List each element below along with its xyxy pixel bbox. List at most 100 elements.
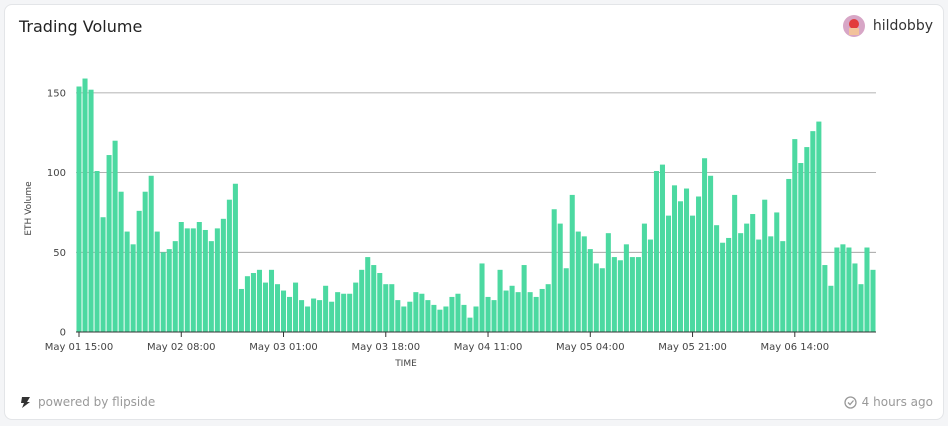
bar xyxy=(684,188,690,332)
bar xyxy=(383,284,389,332)
y-tick-label: 50 xyxy=(53,248,66,259)
updated-text: 4 hours ago xyxy=(861,395,933,409)
bar xyxy=(581,236,587,332)
bar xyxy=(816,121,822,332)
x-tick-label: May 03 01:00 xyxy=(249,342,318,353)
bar xyxy=(160,252,166,332)
chart-title: Trading Volume xyxy=(19,17,143,36)
bar xyxy=(521,265,527,332)
x-tick-label: May 05 04:00 xyxy=(556,342,625,353)
bar xyxy=(178,222,184,332)
bar xyxy=(822,265,828,332)
bar xyxy=(702,158,708,332)
user-name: hildobby xyxy=(872,18,933,34)
bar xyxy=(226,199,232,332)
bar xyxy=(220,218,226,332)
bar xyxy=(377,273,383,332)
bar xyxy=(563,268,569,332)
bar xyxy=(611,257,617,332)
bar xyxy=(599,268,605,332)
bar xyxy=(846,247,852,332)
x-tick-label: May 02 08:00 xyxy=(147,342,216,353)
bar xyxy=(780,241,786,332)
bar xyxy=(798,163,804,332)
bar xyxy=(449,296,455,332)
bar xyxy=(473,306,479,332)
bar xyxy=(425,300,431,332)
bar xyxy=(852,263,858,332)
bar xyxy=(88,89,94,332)
bar xyxy=(593,263,599,332)
bar xyxy=(533,296,539,332)
bar xyxy=(605,233,611,332)
bar xyxy=(154,231,160,332)
bar xyxy=(870,269,876,332)
bar xyxy=(365,257,371,332)
x-tick-label: May 04 11:00 xyxy=(454,342,523,353)
bar xyxy=(828,285,834,332)
avatar xyxy=(842,15,865,37)
bar xyxy=(641,223,647,332)
bar xyxy=(305,306,311,332)
bar xyxy=(250,273,256,332)
bar xyxy=(696,196,702,332)
x-axis-title: TIME xyxy=(394,359,417,369)
bar xyxy=(293,282,299,332)
bar xyxy=(208,241,214,332)
bar xyxy=(714,225,720,332)
bar xyxy=(786,178,792,332)
bar xyxy=(323,285,329,332)
bar xyxy=(437,309,443,332)
bar xyxy=(539,288,545,332)
bar xyxy=(834,247,840,332)
bar xyxy=(864,247,870,332)
bar xyxy=(744,223,750,332)
clock-icon xyxy=(844,395,857,409)
bar xyxy=(341,293,347,332)
bar xyxy=(142,191,148,332)
bar xyxy=(262,282,268,332)
bar xyxy=(804,147,810,332)
y-tick-label: 100 xyxy=(47,168,66,179)
user[interactable]: hildobby xyxy=(842,15,933,37)
bar xyxy=(389,284,395,332)
bar xyxy=(509,285,515,332)
bar xyxy=(347,293,353,332)
bar xyxy=(659,164,665,332)
card: Trading Volume hildobby 0 50 100 150 May 01 … xyxy=(4,4,944,420)
powered-by[interactable]: powered by flipside xyxy=(19,395,155,409)
bar xyxy=(395,300,401,332)
bar xyxy=(503,290,509,332)
bar xyxy=(497,269,503,332)
bar xyxy=(112,140,118,332)
bar xyxy=(738,233,744,332)
bar xyxy=(677,201,684,332)
bar xyxy=(299,300,305,332)
bar xyxy=(82,78,88,332)
bar xyxy=(671,185,678,332)
bar xyxy=(329,301,335,332)
bar xyxy=(335,292,341,332)
bar xyxy=(768,236,774,332)
bar xyxy=(647,239,653,332)
y-tick-label: 0 xyxy=(60,328,66,339)
bar xyxy=(274,284,281,332)
bar xyxy=(623,244,629,332)
bar xyxy=(750,214,756,332)
bar xyxy=(515,292,521,332)
bar xyxy=(190,228,196,332)
bar xyxy=(792,139,798,332)
x-tick-label: May 06 14:00 xyxy=(761,342,830,353)
bar xyxy=(317,300,323,332)
bar xyxy=(100,217,106,332)
bar xyxy=(353,282,359,332)
bar xyxy=(690,215,696,332)
bar xyxy=(148,175,154,332)
bar xyxy=(214,228,220,332)
bar xyxy=(130,244,136,332)
x-tick-label: May 05 21:00 xyxy=(658,342,727,353)
bar xyxy=(202,229,208,332)
bar xyxy=(587,249,593,332)
bar xyxy=(461,304,467,332)
bar xyxy=(419,293,425,332)
